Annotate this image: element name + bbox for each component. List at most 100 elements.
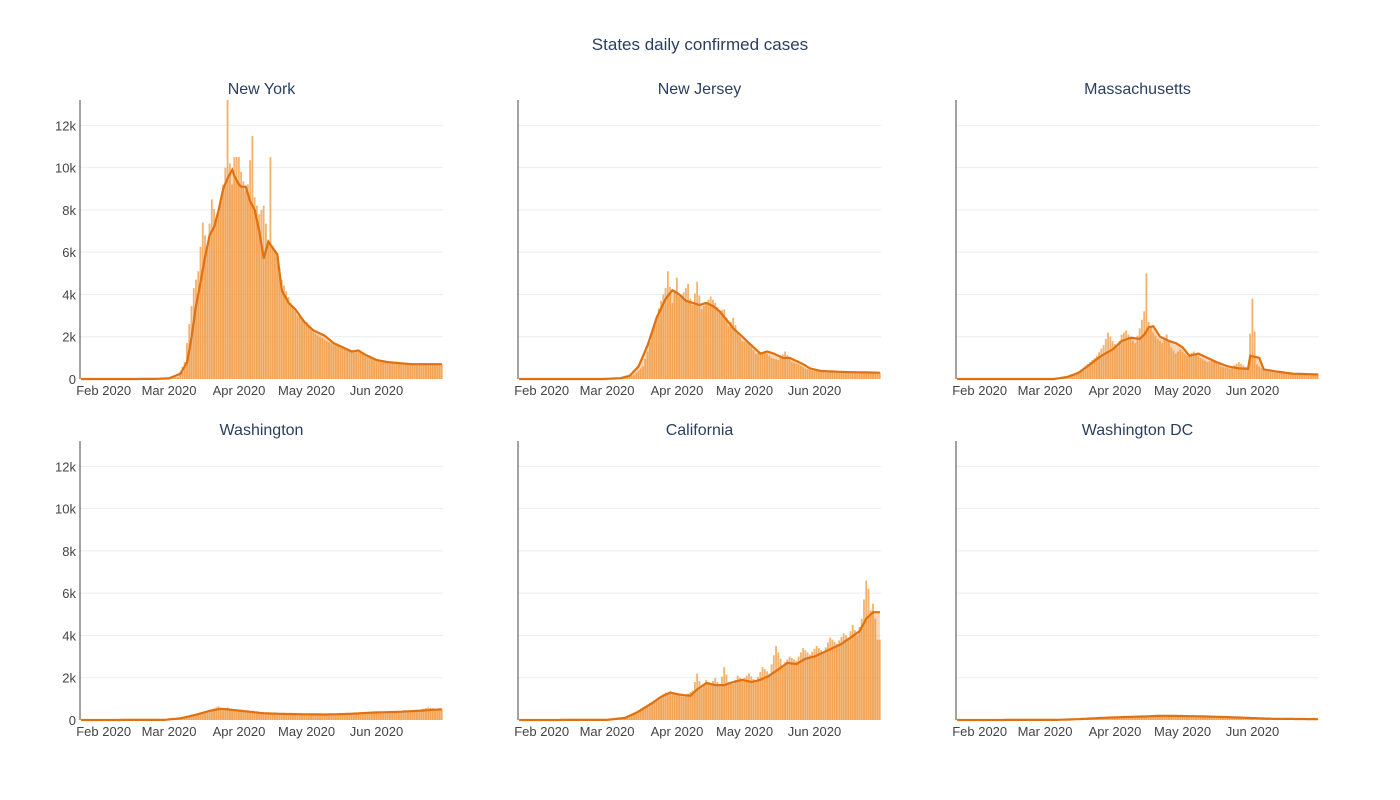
panel-3-bar (1264, 370, 1267, 379)
panel-4-bar (231, 710, 234, 720)
panel-5-bar (635, 711, 638, 720)
panel-2-bar (655, 315, 658, 379)
panel-3-bar (1246, 368, 1249, 379)
panel-5-bar (630, 714, 633, 720)
panel-1-bar (213, 208, 215, 379)
panel-5-bar (806, 652, 809, 720)
panel-2-bar (709, 296, 712, 379)
panel-3-xtick-label: May 2020 (1154, 383, 1211, 398)
panel-5-bar (653, 700, 656, 720)
panel-2-bar (673, 290, 676, 379)
panel-2-bar (761, 352, 764, 379)
panel-5-bar (757, 677, 759, 720)
panel-3-bar (1213, 359, 1215, 379)
panel-3-bar (1179, 349, 1182, 379)
panel-3-bar (1260, 368, 1263, 379)
panel-5-bar (836, 643, 838, 720)
panel-5-bar (648, 703, 651, 720)
panel-2-bar (748, 343, 750, 379)
panel-5-bar (709, 684, 712, 720)
panel-1-bar (192, 288, 195, 379)
panel-6-xtick-label: Mar 2020 (1018, 724, 1073, 739)
panel-2-bar (806, 369, 809, 379)
panel-4-bar (395, 711, 398, 720)
panel-1-ytick-label: 8k (62, 203, 76, 218)
panel-4-bar (359, 713, 362, 720)
panel-1-bar (393, 363, 396, 379)
panel-3-bar (1262, 370, 1265, 379)
panel-1-bar (237, 157, 240, 379)
panel-6-bar (1197, 716, 1200, 720)
panel-4-bar (195, 714, 197, 720)
panel-2-bar (637, 370, 640, 379)
panel-6-bar (1206, 716, 1209, 720)
panel-3-xtick-label: Apr 2020 (1089, 383, 1142, 398)
panel-6-bar (1104, 717, 1107, 720)
panel-1-bar (375, 359, 378, 379)
panel-5-xtick-label: May 2020 (716, 724, 773, 739)
panel-5-bar (730, 683, 732, 720)
panel-4-bar (183, 717, 186, 720)
panel-3-bar (1109, 336, 1112, 379)
panel-4-bar (296, 713, 299, 720)
panel-1-bar (224, 167, 227, 379)
panel-4-bar (332, 714, 335, 720)
panel-3-bar (1120, 334, 1123, 379)
panel-1-bar (395, 363, 398, 379)
panel-6-bar (1111, 717, 1114, 720)
panel-6-bar (1154, 714, 1157, 720)
panel-1-bar (355, 351, 358, 379)
panel-4-bar (398, 711, 400, 720)
figure-title: States daily confirmed cases (592, 35, 808, 54)
panel-6-bar (1183, 715, 1186, 720)
panel-5-bar (682, 696, 685, 720)
panel-5-bar (689, 691, 692, 720)
panel-1-bar (289, 302, 292, 379)
panel-6-bar (1109, 717, 1112, 720)
panel-2-bar (804, 368, 807, 379)
panel-3-title: Massachusetts (1084, 81, 1191, 98)
panel-4-bar (384, 711, 387, 720)
panel-4-bar (316, 714, 319, 720)
panel-4-bar (190, 715, 193, 720)
panel-1-bar (226, 100, 229, 379)
panel-4-bar (192, 715, 195, 720)
panel-1-bar (210, 199, 213, 379)
panel-3-bar (1150, 327, 1152, 379)
panel-1-bar (328, 342, 330, 379)
panel-5-bar (680, 696, 683, 720)
panel-6-bar (1150, 715, 1152, 720)
panel-2-bar (691, 305, 694, 379)
panel-3-bar (1204, 360, 1206, 379)
panel-3-xtick-label: Feb 2020 (952, 383, 1007, 398)
panel-1-bar (274, 251, 276, 379)
panel-2-bar (752, 350, 755, 379)
panel-5-bar (743, 677, 746, 720)
panel-1-bar (330, 343, 333, 379)
panel-5-bar (840, 636, 843, 720)
panel-3-bar (1292, 373, 1294, 379)
panel-1-bar (339, 346, 342, 379)
panel-3-bar (1195, 353, 1197, 379)
panel-3-bar (1296, 373, 1299, 379)
panel-4-bar (382, 711, 385, 720)
panel-4-bar (255, 712, 258, 720)
panel-3-bar (1154, 335, 1157, 379)
panel-2-bar (869, 372, 872, 379)
panel-3-bar (1289, 373, 1292, 379)
panel-2-bar (653, 324, 656, 379)
panel-2-bar (784, 351, 787, 379)
panel-4-bar (206, 710, 209, 720)
panel-3-bar (1201, 359, 1204, 379)
panel-1-bar (219, 201, 222, 379)
panel-3-bar (1235, 363, 1238, 379)
panel-3-bar (1280, 373, 1283, 379)
panel-3-bar (1278, 373, 1281, 379)
panel-5-bar (725, 674, 728, 720)
panel-4-bar (436, 709, 439, 720)
panel-4-bar (242, 710, 245, 720)
panel-2-bar (775, 359, 777, 379)
panel-2-bar (759, 352, 762, 379)
panel-3-bar (1116, 347, 1119, 379)
